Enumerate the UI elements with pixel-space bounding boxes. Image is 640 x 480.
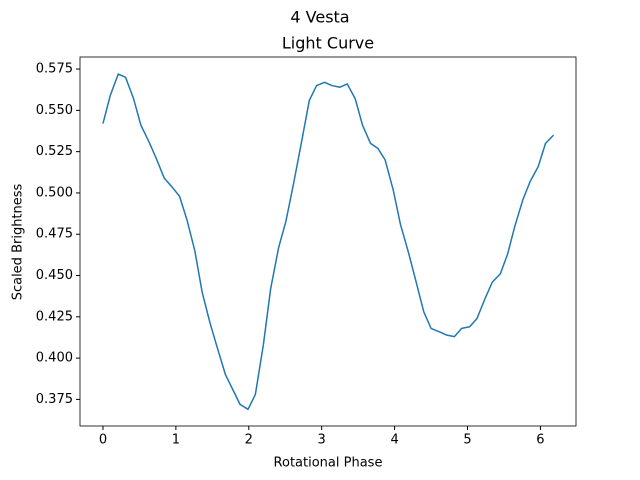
x-tick-label: 0: [99, 433, 107, 448]
data-line: [102, 73, 555, 411]
y-axis-label: Scaled Brightness: [11, 183, 26, 300]
y-tick-label: 0.500: [36, 185, 73, 200]
x-tick-label: 3: [318, 433, 326, 448]
x-tick-label: 1: [172, 433, 180, 448]
y-tick-label: 0.425: [36, 309, 73, 324]
x-axis-label: Rotational Phase: [274, 456, 383, 471]
plot-frame: [79, 56, 577, 427]
x-tick-label: 6: [536, 433, 544, 448]
y-tick-label: 0.375: [36, 392, 73, 407]
y-tick-label: 0.475: [36, 227, 73, 242]
chart-title: Light Curve: [282, 34, 374, 53]
y-tick-label: 0.450: [36, 268, 73, 283]
y-tick-label: 0.525: [36, 144, 73, 159]
x-tick-label: 4: [390, 433, 398, 448]
x-tick-label: 2: [245, 433, 253, 448]
y-tick-label: 0.550: [36, 103, 73, 118]
x-tick-label: 5: [463, 433, 471, 448]
y-tick-label: 0.400: [36, 351, 73, 366]
suptitle: 4 Vesta: [290, 8, 349, 27]
y-tick-label: 0.575: [36, 62, 73, 77]
